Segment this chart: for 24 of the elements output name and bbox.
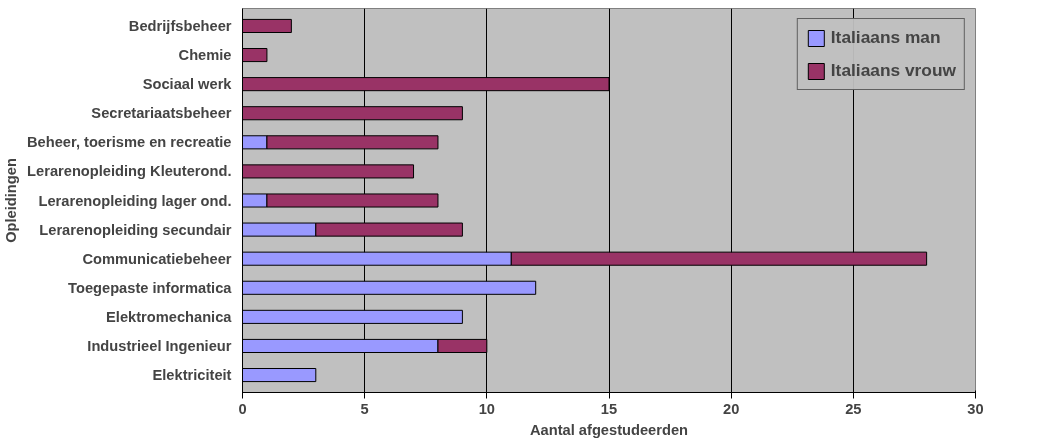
x-axis-title: Aantal afgestudeerden <box>530 421 689 438</box>
x-tick-label: 30 <box>967 400 984 417</box>
y-tick-label: Communicatiebeheer <box>82 250 232 267</box>
x-tick-label: 5 <box>360 400 369 417</box>
y-tick-label: Lerarenopleiding secundair <box>39 221 232 238</box>
y-tick-label: Chemie <box>178 47 232 64</box>
y-tick-label: Beheer, toerisme en recreatie <box>27 134 232 151</box>
y-tick-label: Lerarenopleiding lager ond. <box>38 192 232 209</box>
legend-label: Italiaans man <box>830 27 941 48</box>
y-tick-label: Elektriciteit <box>152 367 232 384</box>
x-tick-label: 25 <box>845 400 862 417</box>
x-tick-label: 10 <box>478 400 495 417</box>
y-tick-label: Sociaal werk <box>142 76 233 93</box>
x-tick-label: 0 <box>238 400 247 417</box>
y-tick-label: Elektromechanica <box>106 308 233 325</box>
y-tick-label: Industrieel Ingenieur <box>87 337 232 354</box>
y-tick-label: Bedrijfsbeheer <box>128 17 232 34</box>
x-tick-label: 20 <box>723 400 740 417</box>
legend-label: Italiaans vrouw <box>830 60 956 81</box>
y-tick-label: Lerarenopleiding Kleuterond. <box>27 163 232 180</box>
y-tick-label: Secretariaatsbeheer <box>91 105 232 122</box>
y-tick-label: Toegepaste informatica <box>68 279 233 296</box>
y-axis-title: Opleidingen <box>3 158 20 243</box>
x-tick-label: 15 <box>600 400 618 417</box>
